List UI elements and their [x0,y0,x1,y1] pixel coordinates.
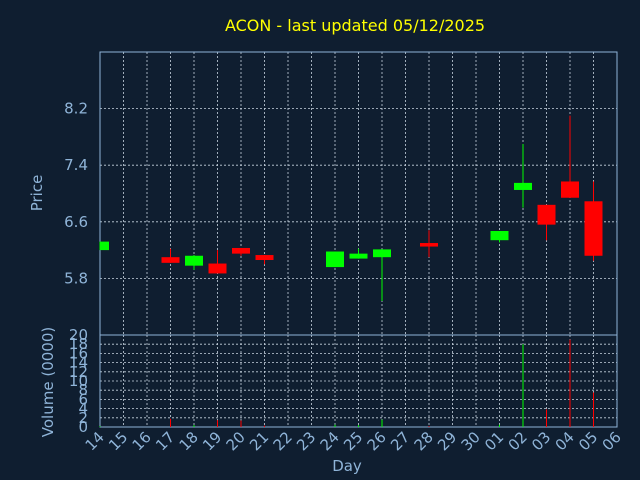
volume-tick-label: 8 [78,381,88,399]
candle-body [349,253,368,259]
price-grid [100,52,617,335]
candle-body [326,251,344,268]
candle-body [373,249,391,258]
price-tick-label: 5.8 [64,269,88,287]
candle-body [537,204,556,225]
chart-title: ACON - last updated 05/12/2025 [225,16,485,35]
x-tick-label: 06 [599,428,625,454]
x-tick-label: 18 [176,428,202,454]
x-tick-label: 27 [387,428,413,454]
x-tick-label: 21 [246,428,272,454]
volume-grid [100,335,617,427]
volume-tick-label: 20 [69,326,88,344]
volume-tick-label: 6 [78,390,88,408]
x-tick-label: 23 [293,428,319,454]
x-tick-label: 17 [152,428,178,454]
candle-body [208,263,227,274]
volume-tick-label: 2 [78,409,88,427]
x-tick-label: 01 [481,428,507,454]
volume-tick-label: 4 [78,400,88,418]
candle-body [561,181,579,198]
volume-bars [99,339,594,427]
x-tick-label: 30 [458,428,484,454]
x-tick-label: 02 [505,428,531,454]
volume-axis-label: Volume (0000) [39,327,57,437]
candle-body [490,230,509,241]
x-tick-labels: 1415161718192021222324252627282930010203… [82,428,625,454]
x-tick-label: 22 [270,428,296,454]
candle-body [514,182,532,190]
x-tick-label: 25 [340,428,366,454]
volume-tick-label: 10 [69,372,88,390]
price-tick-label: 6.6 [64,213,88,231]
x-tick-label: 04 [552,428,578,454]
candles [99,115,603,302]
x-tick-label: 29 [434,428,460,454]
x-axis-label: Day [332,457,362,475]
x-tick-label: 28 [411,428,437,454]
x-tick-label: 05 [575,428,601,454]
price-tick-label: 7.4 [64,156,88,174]
x-tick-label: 24 [317,428,343,454]
candle-body [185,255,203,266]
candle-body [584,201,603,256]
candle-body [255,255,274,261]
volume-tick-label: 18 [69,335,88,353]
volume-tick-label: 0 [78,418,88,436]
x-tick-label: 03 [528,428,554,454]
candle-body [161,257,180,263]
volume-tick-label: 16 [69,344,88,362]
candle-body [232,247,250,254]
x-tick-label: 19 [199,428,225,454]
volume-tick-label: 14 [69,354,88,372]
candle-body [100,241,109,251]
x-tick-label: 15 [105,428,131,454]
candle-body [420,243,438,247]
x-tick-label: 16 [129,428,155,454]
volume-tick-label: 12 [69,363,88,381]
price-tick-labels: 5.8 6.6 7.4 8.2 [64,100,88,288]
x-tick-label: 26 [364,428,390,454]
price-axis-label: Price [28,175,46,212]
x-tick-label: 20 [223,428,249,454]
price-tick-label: 8.2 [64,100,88,118]
